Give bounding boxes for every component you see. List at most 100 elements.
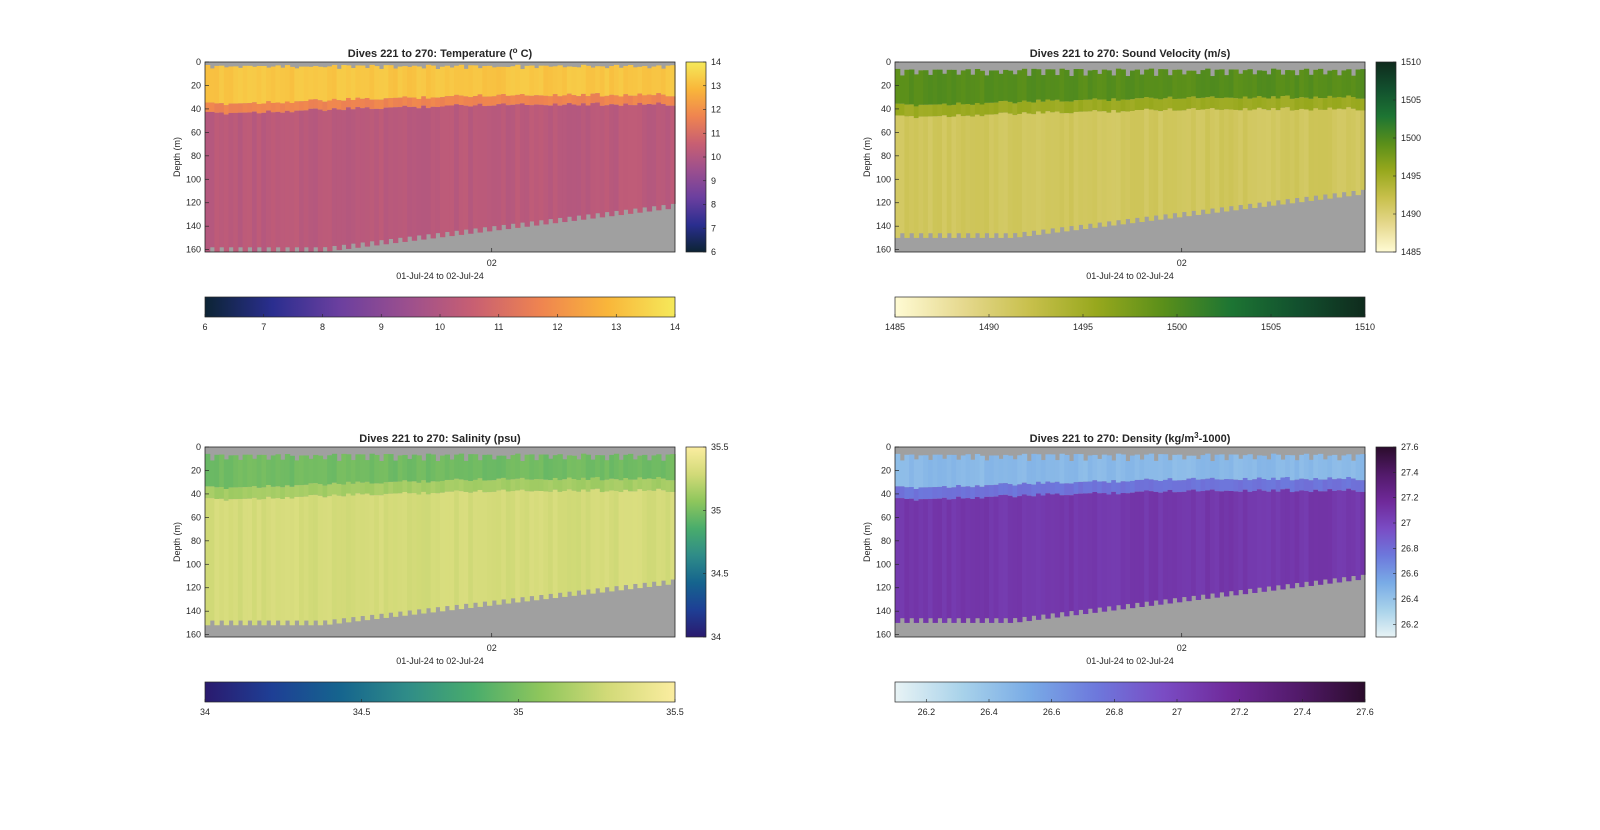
heatmap-cell (942, 486, 948, 498)
heatmap-cell (1007, 113, 1014, 238)
heatmap-cell (1336, 490, 1343, 583)
heatmap-cell (562, 104, 568, 223)
heatmap-cell (454, 104, 460, 231)
heatmap-cell (1087, 70, 1093, 100)
heatmap-cell (458, 491, 465, 610)
heatmap-cell (1167, 460, 1173, 479)
heatmap-cell (566, 477, 573, 490)
heatmap-cell (477, 489, 483, 607)
heatmap-cell (1308, 480, 1314, 493)
heatmap-cell (1252, 490, 1258, 593)
heatmap-cell (1148, 491, 1155, 606)
heatmap-cell (989, 455, 995, 486)
heatmap-cell (656, 488, 662, 586)
heatmap-cell (374, 66, 380, 100)
heatmap-cell (472, 479, 479, 492)
heatmap-cell (261, 499, 267, 626)
heatmap-cell (430, 106, 436, 239)
heatmap-cell (247, 103, 253, 113)
side-colorbar-tick-label: 1485 (1401, 247, 1421, 257)
heatmap-cell (1238, 98, 1244, 111)
heatmap-cell (219, 103, 225, 113)
heatmap-cell (918, 499, 924, 619)
y-tick-label: 120 (186, 583, 201, 593)
heatmap-cell (322, 111, 328, 248)
heatmap-cell (1266, 74, 1272, 99)
heatmap-cell (1040, 113, 1046, 230)
heatmap-cell (421, 480, 427, 492)
heatmap-cell (350, 483, 356, 496)
heatmap-cell (1303, 68, 1310, 98)
bottom-colorbar-tick-label: 1505 (1261, 322, 1281, 332)
heatmap-cell (444, 491, 450, 607)
heatmap-cell (609, 104, 615, 217)
heatmap-cell (1021, 482, 1028, 495)
heatmap-cell (1153, 98, 1159, 111)
heatmap-cell (1280, 74, 1286, 97)
heatmap-cell (618, 480, 624, 493)
side-colorbar-tick-label: 35 (711, 505, 721, 515)
heatmap-cell (937, 498, 943, 619)
heatmap-cell (974, 102, 981, 115)
heatmap-cell (1036, 111, 1042, 235)
heatmap-cell (670, 454, 676, 481)
heatmap-cell (1012, 485, 1018, 498)
heatmap-cell (1073, 111, 1079, 231)
heatmap-cell (209, 68, 215, 103)
heatmap-cell (1106, 482, 1112, 495)
heatmap-cell (284, 110, 291, 248)
heatmap-cell (1266, 110, 1272, 202)
heatmap-cell (979, 104, 985, 117)
heatmap-cell (289, 486, 295, 499)
heatmap-cell (1083, 75, 1089, 100)
heatmap-cell (519, 489, 526, 598)
heatmap-cell (416, 98, 422, 109)
heatmap-cell (247, 486, 253, 499)
heatmap-cell (895, 103, 901, 116)
heatmap-cell (256, 454, 262, 488)
heatmap-cell (1036, 493, 1042, 620)
heatmap-cell (383, 65, 389, 99)
heatmap-cell (355, 493, 361, 622)
heatmap-cell (1054, 75, 1061, 100)
heatmap-cell (1322, 109, 1328, 195)
heatmap-cell (1106, 455, 1112, 483)
heatmap-cell (660, 478, 667, 491)
heatmap-cell (1224, 490, 1230, 597)
bottom-colorbar (204, 681, 676, 703)
heatmap-cell (378, 495, 385, 614)
heatmap-cell (1332, 479, 1338, 491)
heatmap-cell (430, 454, 436, 482)
heatmap-cell (1332, 454, 1338, 480)
heatmap-cell (1214, 69, 1220, 98)
heatmap-cell (501, 94, 507, 104)
heatmap-cell (1242, 489, 1249, 595)
heatmap-cell (303, 496, 309, 621)
heatmap-cell (970, 104, 976, 117)
side-colorbar-tick-label: 26.6 (1401, 569, 1419, 579)
y-tick-label: 40 (191, 104, 201, 114)
heatmap-cell (383, 98, 389, 108)
heatmap-cell (651, 479, 657, 491)
heatmap-cell (402, 480, 408, 492)
heatmap-cell (421, 491, 427, 614)
chart-title: Dives 221 to 270: Density (kg/m3-1000) (1030, 431, 1231, 445)
heatmap-cell (1299, 478, 1305, 491)
heatmap-cell (1289, 98, 1296, 111)
heatmap-cell (1261, 97, 1267, 110)
heatmap-cell (1327, 489, 1333, 584)
side-colorbar-tick-label: 27.2 (1401, 493, 1419, 503)
y-tick-label: 20 (881, 465, 891, 475)
heatmap-cell (491, 105, 497, 227)
heatmap-cell (557, 65, 563, 97)
heatmap-cell (642, 104, 648, 208)
bottom-colorbar-tick-label: 34 (200, 707, 210, 717)
heatmap-cell (1233, 491, 1239, 596)
heatmap-cell (529, 454, 535, 480)
heatmap-cell (233, 487, 239, 500)
heatmap-cell (505, 459, 512, 480)
heatmap-cell (637, 455, 643, 478)
heatmap-cell (552, 477, 559, 490)
heatmap-cell (341, 453, 347, 485)
heatmap-cells (895, 453, 1366, 623)
